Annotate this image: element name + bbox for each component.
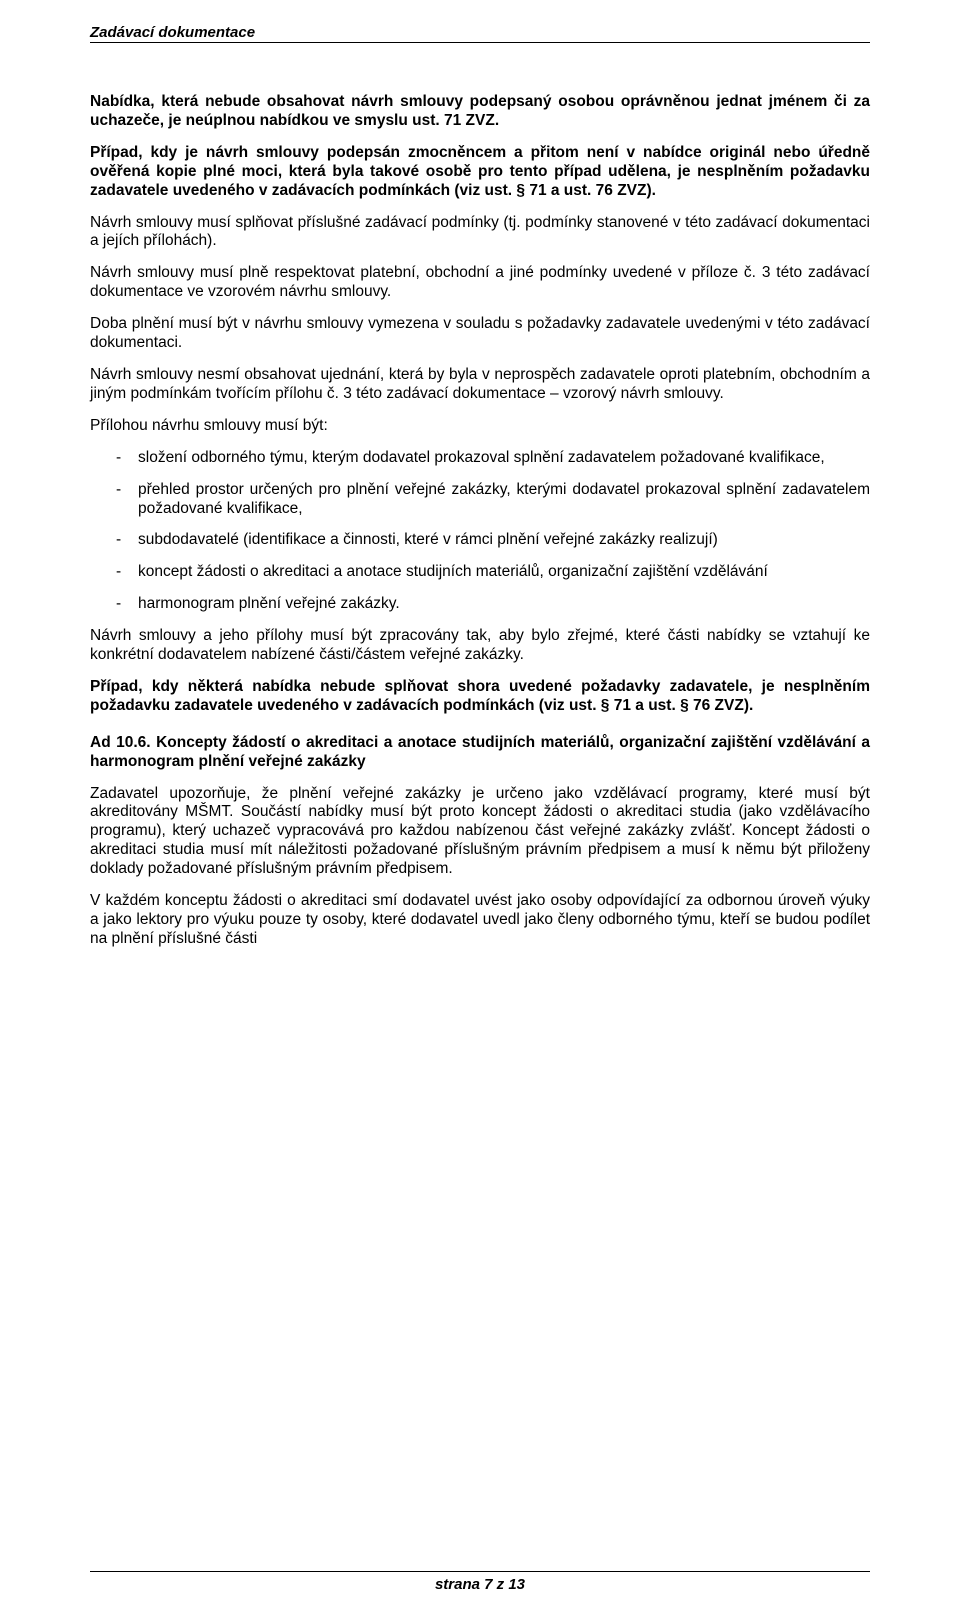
list-item: přehled prostor určených pro plnění veře… (90, 481, 870, 519)
paragraph-11: V každém konceptu žádosti o akreditaci s… (90, 892, 870, 949)
page-footer: strana 7 z 13 (90, 1571, 870, 1593)
list-item: složení odborného týmu, kterým dodavatel… (90, 449, 870, 468)
paragraph-7: Přílohou návrhu smlouvy musí být: (90, 417, 870, 436)
list-item: subdodavatelé (identifikace a činnosti, … (90, 531, 870, 550)
list-item: harmonogram plnění veřejné zakázky. (90, 595, 870, 614)
paragraph-10: Zadavatel upozorňuje, že plnění veřejné … (90, 785, 870, 880)
paragraph-8: Návrh smlouvy a jeho přílohy musí být zp… (90, 627, 870, 665)
paragraph-5: Doba plnění musí být v návrhu smlouvy vy… (90, 315, 870, 353)
paragraph-1: Nabídka, která nebude obsahovat návrh sm… (90, 93, 870, 131)
page-number: strana 7 z 13 (90, 1576, 870, 1593)
paragraph-4: Návrh smlouvy musí plně respektovat plat… (90, 264, 870, 302)
attachment-list: složení odborného týmu, kterým dodavatel… (90, 449, 870, 614)
paragraph-9: Případ, kdy některá nabídka nebude splňo… (90, 678, 870, 716)
list-item: koncept žádosti o akreditaci a anotace s… (90, 563, 870, 582)
paragraph-6: Návrh smlouvy nesmí obsahovat ujednání, … (90, 366, 870, 404)
footer-divider (90, 1571, 870, 1572)
document-header: Zadávací dokumentace (90, 24, 870, 43)
page: Zadávací dokumentace Nabídka, která nebu… (0, 0, 960, 1613)
paragraph-3: Návrh smlouvy musí splňovat příslušné za… (90, 214, 870, 252)
section-title-10-6: Ad 10.6. Koncepty žádostí o akreditaci a… (90, 734, 870, 772)
paragraph-2: Případ, kdy je návrh smlouvy podepsán zm… (90, 144, 870, 201)
